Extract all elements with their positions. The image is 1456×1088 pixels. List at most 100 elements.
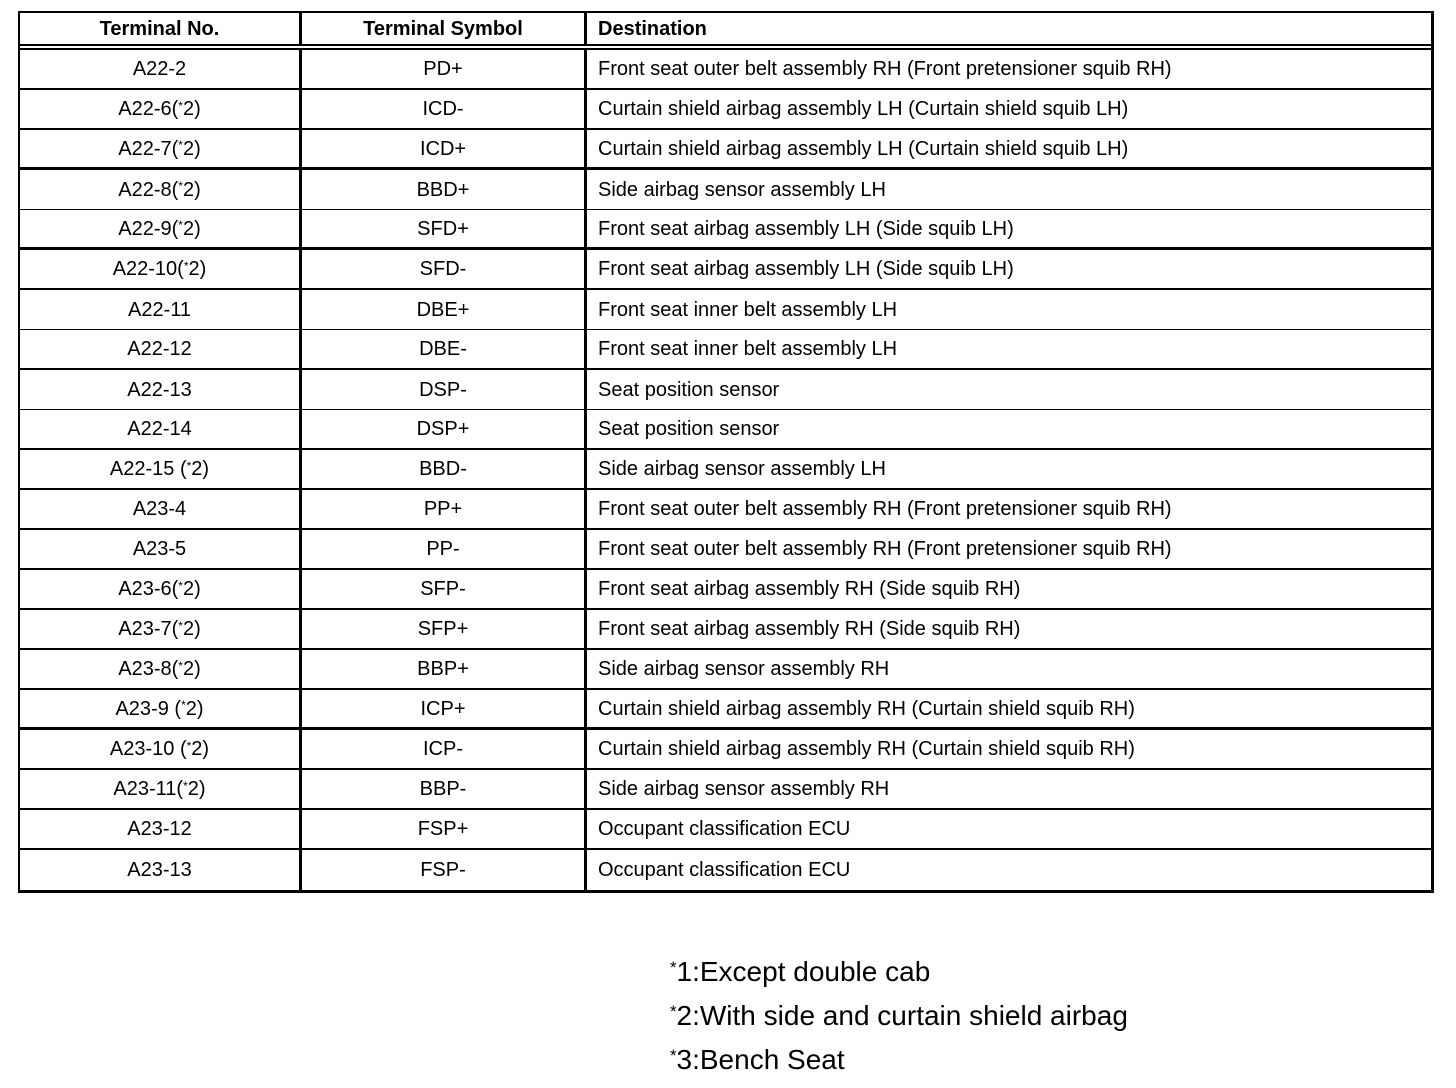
terminal-symbol-cell: SFD+ <box>302 210 587 247</box>
table-row: A22-12 DBE- Front seat inner belt assemb… <box>20 330 1431 370</box>
terminal-no-cell: A22-7(*2) <box>20 130 302 167</box>
destination: Curtain shield airbag assembly LH (Curta… <box>598 98 1129 120</box>
column-header-destination: Destination <box>598 17 707 40</box>
asterisk-footnote-marker: * <box>178 98 183 113</box>
table-row: A22-15 (*2) BBD- Side airbag sensor asse… <box>20 450 1431 490</box>
table-row: A22-14 DSP+ Seat position sensor <box>20 410 1431 450</box>
terminal-no: A23-6(*2) <box>118 578 201 600</box>
terminal-symbol: FSP- <box>420 859 466 881</box>
terminal-symbol-cell: ICP- <box>302 730 587 768</box>
destination-cell: Side airbag sensor assembly LH <box>587 450 1431 488</box>
terminal-symbol-cell: BBP- <box>302 770 587 808</box>
destination-cell: Curtain shield airbag assembly RH (Curta… <box>587 730 1431 768</box>
terminal-no: A22-7(*2) <box>118 137 201 160</box>
destination-cell: Front seat outer belt assembly RH (Front… <box>587 490 1431 528</box>
terminal-no-cell: A23-5 <box>20 530 302 568</box>
terminal-no-cell: A22-10(*2) <box>20 250 302 288</box>
terminal-no: A23-13 <box>127 859 192 881</box>
terminal-symbol: PD+ <box>423 58 463 80</box>
terminal-no: A23-5 <box>132 538 187 560</box>
terminal-symbol: BBP- <box>419 778 467 800</box>
destination-cell: Seat position sensor <box>587 370 1431 409</box>
destination: Front seat inner belt assembly LH <box>598 338 898 360</box>
footnote: *2:With side and curtain shield airbag <box>670 1000 1128 1031</box>
terminal-symbol-cell: DBE- <box>302 330 587 368</box>
column-header-terminal-no: Terminal No. <box>20 13 302 44</box>
terminal-no-cell: A23-8(*2) <box>20 650 302 688</box>
terminal-no: A22-12 <box>127 338 192 360</box>
footnote: *1:Except double cab <box>670 956 931 987</box>
terminal-no: A23-11(*2) <box>113 778 206 800</box>
asterisk-footnote-marker: * <box>186 458 192 473</box>
table-row: A22-7(*2) ICD+ Curtain shield airbag ass… <box>20 130 1431 170</box>
terminal-symbol: ICD- <box>422 98 464 120</box>
terminal-symbol-cell: SFD- <box>302 250 587 288</box>
terminal-symbol-cell: DBE+ <box>302 290 587 329</box>
table-row: A23-10 (*2) ICP- Curtain shield airbag a… <box>20 730 1431 770</box>
terminal-no: A22-14 <box>127 418 192 440</box>
terminal-symbol-cell: SFP+ <box>302 610 587 648</box>
terminal-symbol: ICP- <box>423 738 463 760</box>
terminal-table: Terminal No. Terminal Symbol Destination… <box>18 11 1434 893</box>
destination: Front seat airbag assembly LH (Side squi… <box>598 258 1014 280</box>
destination: Side airbag sensor assembly LH <box>598 178 886 201</box>
terminal-symbol-cell: BBP+ <box>302 650 587 688</box>
destination-cell: Seat position sensor <box>587 410 1431 448</box>
terminal-no-cell: A23-13 <box>20 850 302 890</box>
terminal-symbol: BBD+ <box>416 178 470 201</box>
asterisk-footnote-marker: * <box>186 738 192 753</box>
destination: Front seat inner belt assembly LH <box>598 298 898 321</box>
destination-cell: Side airbag sensor assembly RH <box>587 770 1431 808</box>
terminal-symbol: BBD- <box>419 458 467 480</box>
footnote: *3:Bench Seat <box>670 1044 845 1075</box>
terminal-symbol-cell: ICD- <box>302 90 587 128</box>
terminal-symbol-cell: ICD+ <box>302 130 587 167</box>
table-row: A22-11 DBE+ Front seat inner belt assemb… <box>20 290 1431 330</box>
asterisk-footnote-marker: * <box>670 1002 677 1022</box>
table-row: A23-12 FSP+ Occupant classification ECU <box>20 810 1431 850</box>
destination: Front seat airbag assembly LH (Side squi… <box>598 217 1014 240</box>
terminal-symbol: SFD- <box>419 258 467 280</box>
destination-cell: Curtain shield airbag assembly LH (Curta… <box>587 90 1431 128</box>
destination: Occupant classification ECU <box>598 818 851 840</box>
table-row: A23-5 PP- Front seat outer belt assembly… <box>20 530 1431 570</box>
terminal-symbol: DSP+ <box>416 418 470 440</box>
terminal-symbol-cell: SFP- <box>302 570 587 608</box>
terminal-no: A22-11 <box>127 298 191 321</box>
asterisk-footnote-marker: * <box>670 1046 677 1066</box>
terminal-symbol-cell: FSP+ <box>302 810 587 848</box>
terminal-symbol: FSP+ <box>417 818 469 840</box>
terminal-no-cell: A23-9 (*2) <box>20 690 302 727</box>
table-header-row: Terminal No. Terminal Symbol Destination <box>20 13 1431 50</box>
asterisk-footnote-marker: * <box>178 578 183 593</box>
terminal-no-cell: A22-2 <box>20 50 302 88</box>
table-row: A22-8(*2) BBD+ Side airbag sensor assemb… <box>20 170 1431 210</box>
terminal-no-cell: A23-6(*2) <box>20 570 302 608</box>
terminal-no: A23-9 (*2) <box>115 697 204 720</box>
table-row: A22-13 DSP- Seat position sensor <box>20 370 1431 410</box>
terminal-no: A22-6(*2) <box>118 98 201 120</box>
terminal-no-cell: A22-11 <box>20 290 302 329</box>
destination-cell: Curtain shield airbag assembly LH (Curta… <box>587 130 1431 167</box>
terminal-symbol: PP+ <box>423 498 463 520</box>
destination: Front seat airbag assembly RH (Side squi… <box>598 618 1021 640</box>
terminal-no: A23-7(*2) <box>118 618 201 640</box>
destination: Front seat airbag assembly RH (Side squi… <box>598 578 1021 600</box>
asterisk-footnote-marker: * <box>178 618 183 633</box>
table-row: A23-13 FSP- Occupant classification ECU <box>20 850 1431 890</box>
destination: Front seat outer belt assembly RH (Front… <box>598 498 1172 520</box>
terminal-symbol: ICP+ <box>420 697 466 720</box>
destination-cell: Side airbag sensor assembly LH <box>587 170 1431 209</box>
terminal-no: A22-8(*2) <box>118 178 201 201</box>
table-row: A23-4 PP+ Front seat outer belt assembly… <box>20 490 1431 530</box>
table-row: A23-11(*2) BBP- Side airbag sensor assem… <box>20 770 1431 810</box>
terminal-symbol: DSP- <box>419 378 467 401</box>
terminal-symbol-cell: BBD+ <box>302 170 587 209</box>
terminal-symbol: SFP- <box>420 578 466 600</box>
terminal-no-cell: A23-7(*2) <box>20 610 302 648</box>
terminal-symbol-cell: FSP- <box>302 850 587 890</box>
destination-cell: Front seat airbag assembly RH (Side squi… <box>587 570 1431 608</box>
terminal-symbol-cell: ICP+ <box>302 690 587 727</box>
destination: Seat position sensor <box>598 418 780 440</box>
